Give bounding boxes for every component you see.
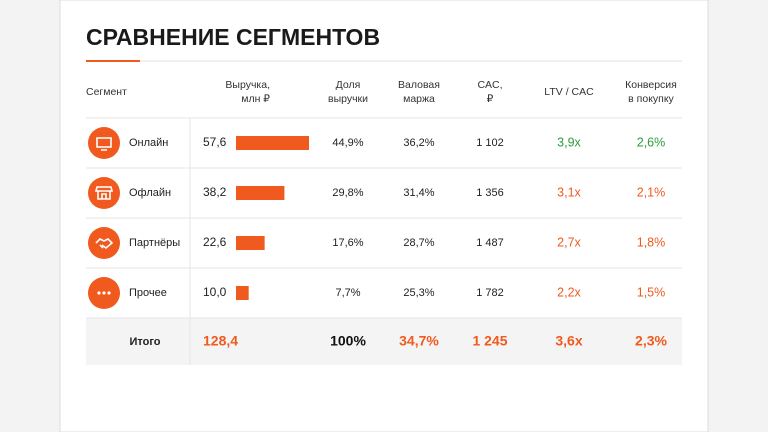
text-line: ₽ [487, 93, 494, 105]
column-header: CAC, ₽ [477, 79, 502, 105]
total-cac: 1 245 [472, 333, 507, 349]
column-header: Валовая маржа [398, 79, 440, 105]
cell-cac: 1 356 [476, 187, 504, 199]
total-revenue: 128,4 [203, 333, 238, 349]
cell-cac: 1 487 [476, 237, 504, 249]
segment-icon [95, 238, 114, 250]
revenue-bar [236, 136, 309, 150]
cell-share: 17,6% [332, 237, 363, 249]
cell-margin: 25,3% [403, 287, 434, 299]
cell-share: 44,9% [332, 137, 363, 149]
text-line: млн ₽ [241, 93, 270, 105]
total-margin: 34,7% [399, 333, 439, 349]
segment-icon [97, 291, 101, 295]
cell-cac: 1 782 [476, 287, 504, 299]
cell-conversion: 1,5% [637, 285, 666, 299]
text-line: CAC, [477, 79, 502, 91]
revenue-value: 10,0 [203, 285, 227, 299]
text-line: в покупку [628, 93, 674, 105]
column-header: Конверсия в покупку [625, 79, 677, 105]
column-header: LTV / CAC [544, 86, 594, 98]
cell-conversion: 1,8% [637, 235, 666, 249]
cell-share: 7,7% [335, 287, 360, 299]
text-line: Выручка, [225, 79, 270, 91]
column-header: Сегмент [86, 86, 127, 98]
total-label: Итого [129, 336, 160, 348]
total-conversion: 2,3% [635, 333, 667, 349]
cell-cac: 1 102 [476, 137, 504, 149]
segment-icon-bg [88, 127, 120, 159]
text-line: маржа [403, 93, 435, 105]
segment-name: Онлайн [129, 137, 168, 149]
text-line: Валовая [398, 79, 440, 91]
cell-ltv-cac: 2,7x [557, 235, 581, 249]
cell-share: 29,8% [332, 187, 363, 199]
column-header: Доля выручки [328, 79, 368, 105]
text-line: выручки [328, 93, 368, 105]
cell-margin: 31,4% [403, 187, 434, 199]
cell-ltv-cac: 2,2x [557, 285, 581, 299]
revenue-bar [236, 236, 265, 250]
segment-icon [94, 186, 114, 200]
revenue-bar [236, 186, 285, 200]
slide-bg [59, 0, 709, 432]
revenue-value: 22,6 [203, 235, 227, 249]
cell-margin: 28,7% [403, 237, 434, 249]
cell-conversion: 2,1% [637, 185, 666, 199]
segment-icon [96, 137, 112, 151]
segment-icon-bg [88, 177, 120, 209]
cell-ltv-cac: 3,9x [557, 135, 581, 149]
revenue-bar [236, 286, 249, 300]
column-header: Выручка, млн ₽ [225, 79, 270, 105]
segment-icon-bg [88, 227, 120, 259]
text-line: Доля [336, 79, 361, 91]
segment-name: Партнёры [129, 237, 180, 249]
revenue-value: 57,6 [203, 135, 227, 149]
cell-conversion: 2,6% [637, 135, 666, 149]
total-share: 100% [330, 333, 366, 349]
total-ltv-cac: 3,6x [555, 333, 582, 349]
total-row-bg [86, 318, 682, 365]
text-line: Конверсия [625, 79, 677, 91]
segment-name: Прочее [129, 287, 167, 299]
segment-icon [107, 291, 111, 295]
title: СРАВНЕНИЕ СЕГМЕНТОВ [86, 24, 380, 50]
segment-name: Офлайн [129, 187, 171, 199]
segment-icon [102, 291, 106, 295]
revenue-value: 38,2 [203, 185, 227, 199]
cell-ltv-cac: 3,1x [557, 185, 581, 199]
cell-margin: 36,2% [403, 137, 434, 149]
